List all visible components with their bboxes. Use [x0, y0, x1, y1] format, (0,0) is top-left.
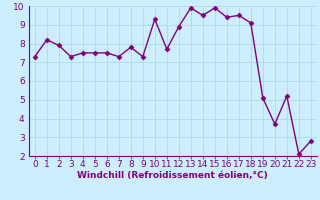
- X-axis label: Windchill (Refroidissement éolien,°C): Windchill (Refroidissement éolien,°C): [77, 171, 268, 180]
